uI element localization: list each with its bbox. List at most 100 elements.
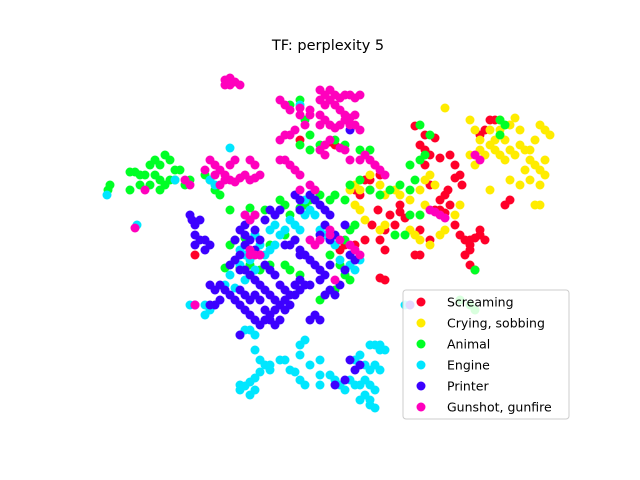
scatter-point <box>510 150 520 160</box>
scatter-point <box>235 380 245 390</box>
scatter-point <box>460 250 470 260</box>
scatter-point <box>367 220 377 230</box>
scatter-point <box>355 350 365 360</box>
scatter-point <box>365 185 375 195</box>
scatter-point <box>315 315 325 325</box>
scatter-point <box>225 143 235 153</box>
scatter-point <box>335 143 345 153</box>
scatter-point <box>270 220 280 230</box>
scatter-point <box>390 220 400 230</box>
scatter-point <box>250 385 260 395</box>
scatter-point <box>250 210 260 220</box>
scatter-point <box>235 265 245 275</box>
scatter-point <box>275 135 285 145</box>
scatter-point <box>255 235 265 245</box>
legend-label: Crying, sobbing <box>447 316 545 331</box>
scatter-point <box>305 130 315 140</box>
scatter-point <box>315 120 325 130</box>
scatter-point <box>285 290 295 300</box>
scatter-point <box>325 260 335 270</box>
scatter-point <box>280 355 290 365</box>
scatter-point <box>373 205 383 215</box>
scatter-point <box>380 245 390 255</box>
scatter-point <box>225 260 235 270</box>
scatter-point <box>340 265 350 275</box>
scatter-point <box>175 165 185 175</box>
scatter-point <box>305 110 315 120</box>
scatter-point <box>415 210 425 220</box>
scatter-point <box>400 230 410 240</box>
scatter-point <box>195 215 205 225</box>
scatter-point <box>420 175 430 185</box>
legend-label: Engine <box>447 358 490 373</box>
scatter-point <box>405 160 415 170</box>
scatter-point <box>415 185 425 195</box>
scatter-point <box>300 380 310 390</box>
legend-marker <box>416 297 426 307</box>
scatter-point <box>155 160 165 170</box>
scatter-point <box>205 300 215 310</box>
scatter-point <box>190 240 200 250</box>
scatter-point <box>295 110 305 120</box>
scatter-point <box>310 210 320 220</box>
scatter-point <box>125 185 135 195</box>
scatter-point <box>225 160 235 170</box>
scatter-point <box>340 375 350 385</box>
scatter-point <box>370 385 380 395</box>
legend-label: Gunshot, gunfire <box>447 400 552 415</box>
scatter-point <box>540 170 550 180</box>
scatter-point <box>360 215 370 225</box>
scatter-point <box>510 113 520 123</box>
scatter-point <box>315 235 325 245</box>
scatter-point <box>295 205 305 215</box>
scatter-point <box>355 90 365 100</box>
scatter-point <box>255 295 265 305</box>
scatter-point <box>395 200 405 210</box>
scatter-point <box>102 190 112 200</box>
scatter-point <box>470 125 480 135</box>
scatter-point <box>270 295 280 305</box>
scatter-point <box>410 175 420 185</box>
scatter-point <box>380 345 390 355</box>
scatter-point <box>325 210 335 220</box>
legend-marker <box>416 339 426 349</box>
scatter-point <box>330 380 340 390</box>
scatter-point <box>205 280 215 290</box>
scatter-point <box>450 220 460 230</box>
scatter-point <box>265 365 275 375</box>
scatter-point <box>300 120 310 130</box>
scatter-point <box>165 155 175 165</box>
scatter-point <box>340 195 350 205</box>
scatter-point <box>295 250 305 260</box>
scatter-point <box>345 120 355 130</box>
scatter-point <box>270 270 280 280</box>
scatter-point <box>190 250 200 260</box>
scatter-point <box>285 105 295 115</box>
scatter-point <box>440 103 450 113</box>
scatter-point <box>385 185 395 195</box>
scatter-point <box>475 225 485 235</box>
scatter-point <box>515 180 525 190</box>
scatter-point <box>457 180 467 190</box>
scatter-point <box>530 135 540 145</box>
scatter-point <box>255 250 265 260</box>
scatter-point <box>450 210 460 220</box>
scatter-point <box>535 180 545 190</box>
scatter-point <box>375 365 385 375</box>
scatter-point <box>220 80 230 90</box>
scatter-point <box>295 350 305 360</box>
legend-label: Printer <box>447 379 489 394</box>
scatter-point <box>465 115 475 125</box>
scatter-point <box>430 180 440 190</box>
scatter-point <box>395 207 405 217</box>
scatter-point <box>295 103 305 113</box>
scatter-point <box>445 150 455 160</box>
scatter-point <box>505 175 515 185</box>
scatter-point <box>200 165 210 175</box>
scatter-point <box>180 175 190 185</box>
scatter-point <box>330 290 340 300</box>
scatter-point <box>315 370 325 380</box>
scatter-point <box>235 330 245 340</box>
scatter-point <box>140 185 150 195</box>
scatter-point <box>330 275 340 285</box>
